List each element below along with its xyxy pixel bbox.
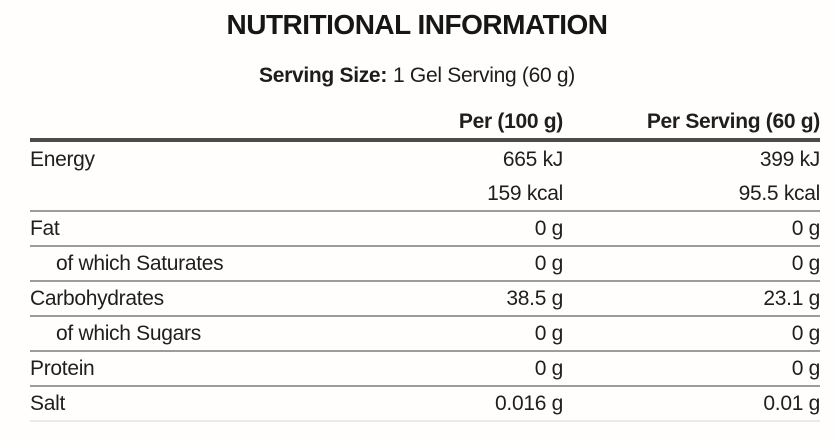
- per-100g-value: 38.5 g: [506, 286, 563, 310]
- table-row-carbohydrates: Carbohydrates 38.5 g 23.1 g: [30, 282, 820, 317]
- serving-size-value: 1 Gel Serving (60 g): [393, 64, 575, 87]
- serving-size-label: Serving Size:: [259, 64, 388, 87]
- row-label: Energy: [30, 147, 95, 171]
- table-row-saturates: of which Saturates 0 g 0 g: [30, 247, 820, 282]
- table-row-energy-kj: Energy 665 kJ 399 kJ: [30, 142, 820, 177]
- per-serving-value: 95.5 kcal: [738, 181, 821, 205]
- serving-size-line: Serving Size: 1 Gel Serving (60 g): [0, 64, 834, 88]
- per-serving-value: 23.1 g: [763, 286, 820, 310]
- table-header-row: Per (100 g) Per Serving (60 g): [30, 109, 820, 142]
- header-per-100g: Per (100 g): [458, 110, 563, 133]
- per-100g-value: 159 kcal: [487, 181, 563, 205]
- per-serving-value: 0 g: [791, 356, 821, 380]
- per-100g-value: 665 kJ: [502, 147, 563, 171]
- per-100g-value: 0 g: [534, 321, 564, 345]
- per-serving-value: 0.01 g: [763, 391, 820, 415]
- per-serving-value: 0 g: [791, 251, 821, 275]
- per-serving-value: 399 kJ: [759, 147, 820, 171]
- row-label: Salt: [30, 391, 65, 415]
- table-row-fat: Fat 0 g 0 g: [30, 212, 820, 247]
- per-serving-value: 0 g: [791, 321, 821, 345]
- row-label: of which Sugars: [56, 321, 201, 345]
- row-label: Carbohydrates: [30, 286, 164, 310]
- table-row-energy-kcal: 159 kcal 95.5 kcal: [30, 177, 820, 212]
- table-row-protein: Protein 0 g 0 g: [30, 352, 820, 387]
- nutrition-table: Per (100 g) Per Serving (60 g) Energy 66…: [30, 109, 820, 422]
- per-100g-value: 0 g: [534, 216, 564, 240]
- row-label: Protein: [30, 356, 95, 380]
- table-row-sugars: of which Sugars 0 g 0 g: [30, 317, 820, 352]
- per-100g-value: 0 g: [534, 356, 564, 380]
- page-title: NUTRITIONAL INFORMATION: [226, 9, 608, 40]
- per-100g-value: 0.016 g: [495, 391, 563, 415]
- per-serving-value: 0 g: [791, 216, 821, 240]
- header-per-serving: Per Serving (60 g): [646, 110, 820, 133]
- table-row-salt: Salt 0.016 g 0.01 g: [30, 387, 820, 422]
- row-label: of which Saturates: [56, 251, 224, 275]
- row-label: Fat: [30, 216, 60, 240]
- per-100g-value: 0 g: [534, 251, 564, 275]
